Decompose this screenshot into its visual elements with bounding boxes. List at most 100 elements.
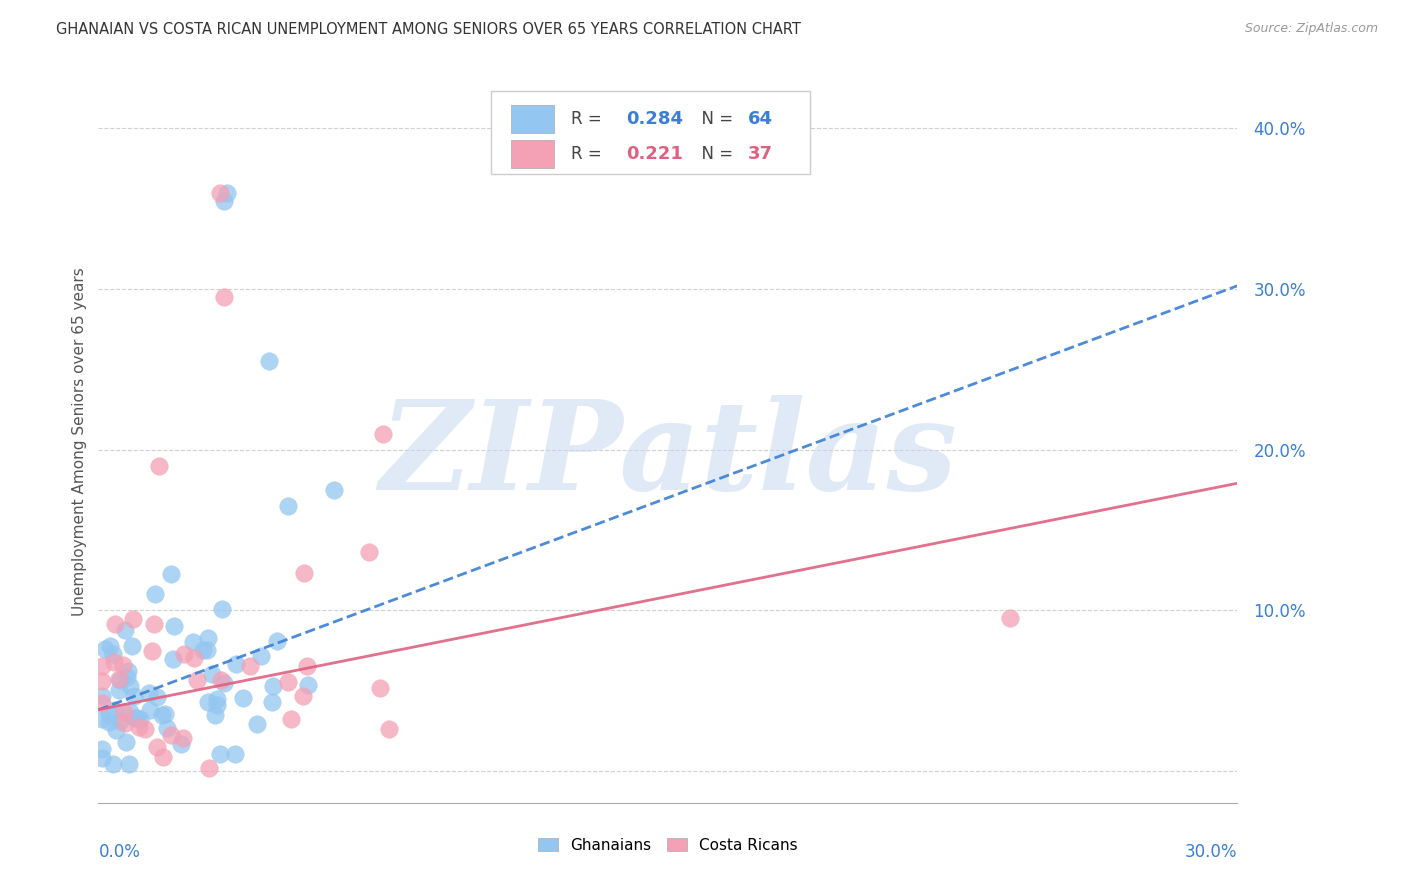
Costa Ricans (160, 728, 183, 742)
Costa Ricans (377, 722, 399, 736)
Text: ZIPatlas: ZIPatlas (378, 395, 957, 516)
Ghanaians (145, 587, 167, 601)
Text: R =: R = (571, 110, 607, 128)
Text: 0.284: 0.284 (626, 110, 683, 128)
Ghanaians (262, 679, 284, 693)
Ghanaians (205, 691, 228, 706)
Costa Ricans (111, 658, 134, 673)
Ghanaians (97, 707, 120, 722)
Costa Ricans (198, 760, 221, 774)
Ghanaians (127, 711, 149, 725)
Ghanaians (262, 695, 284, 709)
FancyBboxPatch shape (510, 140, 554, 168)
Costa Ricans (292, 690, 315, 704)
Ghanaians (114, 623, 136, 637)
Costa Ricans (107, 672, 129, 686)
Y-axis label: Unemployment Among Seniors over 65 years: Unemployment Among Seniors over 65 years (72, 268, 87, 615)
Ghanaians (322, 483, 344, 497)
Ghanaians (195, 642, 218, 657)
Costa Ricans (128, 720, 150, 734)
Ghanaians (193, 643, 215, 657)
Ghanaians (124, 711, 146, 725)
Costa Ricans (297, 659, 319, 673)
Ghanaians (122, 690, 145, 704)
Costa Ricans (183, 651, 205, 665)
Ghanaians (204, 707, 226, 722)
Ghanaians (118, 679, 141, 693)
Ghanaians (259, 354, 281, 368)
Costa Ricans (208, 186, 231, 200)
Ghanaians (212, 676, 235, 690)
Ghanaians (246, 717, 269, 731)
Ghanaians (211, 601, 233, 615)
Ghanaians (225, 657, 247, 672)
Costa Ricans (239, 659, 262, 673)
Ghanaians (209, 747, 232, 762)
Ghanaians (170, 737, 193, 751)
Costa Ricans (91, 673, 114, 688)
Costa Ricans (142, 616, 165, 631)
Text: R =: R = (571, 145, 607, 163)
Ghanaians (207, 698, 229, 712)
Costa Ricans (368, 681, 391, 695)
Text: 64: 64 (748, 110, 772, 128)
Ghanaians (138, 686, 160, 700)
Ghanaians (159, 566, 181, 581)
Text: 0.0%: 0.0% (98, 843, 141, 861)
Costa Ricans (91, 696, 114, 710)
Ghanaians (150, 708, 173, 723)
Costa Ricans (212, 290, 235, 304)
FancyBboxPatch shape (491, 91, 810, 174)
Ghanaians (201, 667, 224, 681)
Ghanaians (163, 619, 186, 633)
Ghanaians (153, 707, 176, 722)
Ghanaians (162, 651, 184, 665)
Ghanaians (129, 712, 152, 726)
Costa Ricans (371, 426, 394, 441)
Costa Ricans (114, 716, 136, 731)
Costa Ricans (112, 705, 135, 719)
Costa Ricans (134, 722, 156, 736)
Ghanaians (250, 648, 273, 663)
Ghanaians (277, 499, 299, 513)
Ghanaians (98, 714, 121, 729)
Text: Source: ZipAtlas.com: Source: ZipAtlas.com (1244, 22, 1378, 36)
Costa Ricans (91, 658, 114, 673)
Text: GHANAIAN VS COSTA RICAN UNEMPLOYMENT AMONG SENIORS OVER 65 YEARS CORRELATION CHA: GHANAIAN VS COSTA RICAN UNEMPLOYMENT AMO… (56, 22, 801, 37)
Costa Ricans (209, 673, 232, 687)
Costa Ricans (146, 740, 169, 755)
Ghanaians (232, 691, 254, 706)
Ghanaians (121, 639, 143, 653)
Ghanaians (110, 714, 132, 729)
Costa Ricans (104, 617, 127, 632)
Ghanaians (224, 747, 246, 761)
Ghanaians (146, 690, 169, 704)
Costa Ricans (173, 731, 195, 745)
Costa Ricans (357, 545, 380, 559)
Costa Ricans (103, 655, 125, 669)
Ghanaians (108, 673, 131, 688)
Text: N =: N = (690, 145, 738, 163)
Ghanaians (266, 633, 288, 648)
Ghanaians (139, 703, 162, 717)
Ghanaians (197, 695, 219, 709)
Legend: Ghanaians, Costa Ricans: Ghanaians, Costa Ricans (530, 830, 806, 860)
Costa Ricans (277, 675, 299, 690)
Text: 0.221: 0.221 (626, 145, 682, 163)
Ghanaians (114, 735, 136, 749)
Ghanaians (94, 641, 117, 656)
Ghanaians (217, 186, 239, 200)
Costa Ricans (148, 458, 170, 473)
Costa Ricans (152, 750, 174, 764)
Text: N =: N = (690, 110, 738, 128)
Ghanaians (118, 756, 141, 771)
Ghanaians (183, 635, 205, 649)
Costa Ricans (998, 611, 1021, 625)
Ghanaians (197, 632, 219, 646)
Ghanaians (104, 723, 127, 738)
Costa Ricans (141, 643, 163, 657)
Ghanaians (101, 648, 124, 662)
Ghanaians (212, 194, 235, 208)
Costa Ricans (292, 566, 315, 580)
Ghanaians (91, 689, 114, 703)
